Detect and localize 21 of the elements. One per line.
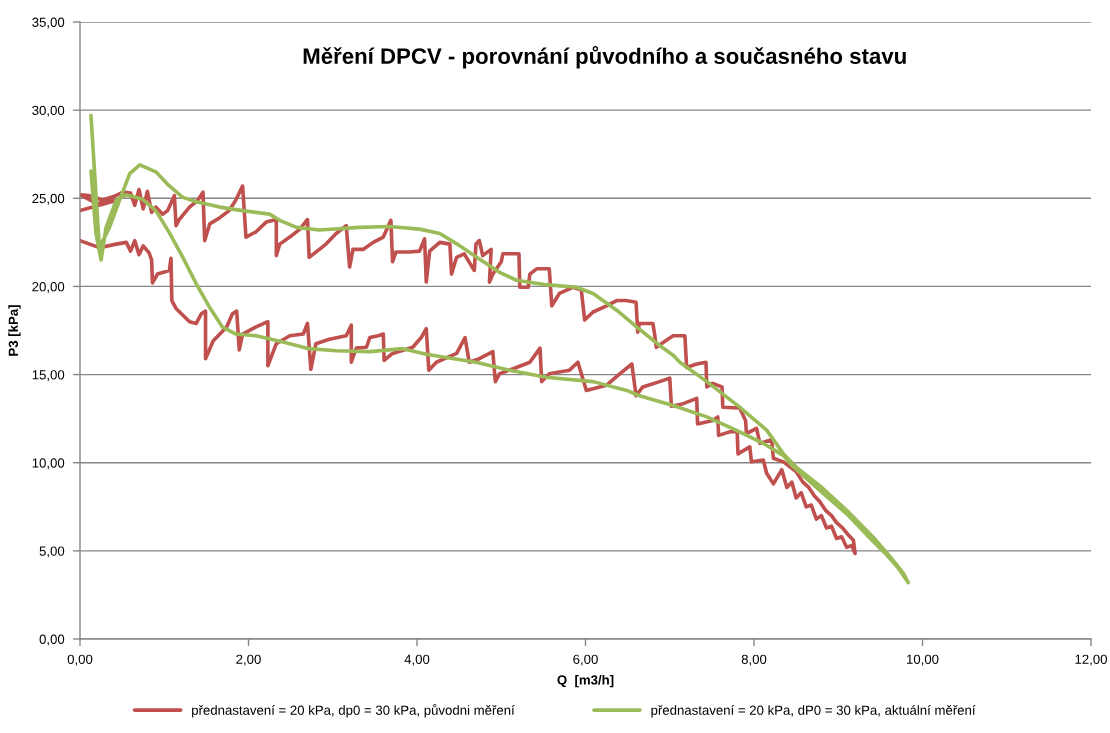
line-series <box>89 113 910 585</box>
x-tick-label: 10,00 <box>907 654 939 666</box>
y-tick-label: 0,00 <box>39 634 65 646</box>
x-axis-title: Q [m3/h] <box>557 674 614 688</box>
y-tick-label: 25,00 <box>32 193 65 205</box>
y-tick-label: 15,00 <box>32 370 65 382</box>
x-tick-label: 2,00 <box>236 654 261 666</box>
text: Měření DPCV - porovnání původního a současného stavu <box>303 45 906 69</box>
x-tick-label: 4,00 <box>404 654 430 666</box>
x-tick-label: 8,00 <box>741 654 767 666</box>
y-axis-title: P3 [kPa] <box>8 305 21 356</box>
x-tick-label: 12,00 <box>1075 654 1107 666</box>
y-tick-label: 35,00 <box>32 17 65 29</box>
legend-label: přednastavení = 20 kPa, dp0 = 30 kPa, původni měření <box>192 704 515 718</box>
y-tick-label: 5,00 <box>39 546 65 558</box>
legend-label: přednastavení = 20 kPa, dP0 = 30 kPa, aktuální měření <box>651 705 976 718</box>
x-tick-label: 0,00 <box>67 654 93 666</box>
x-tick-label: 6,00 <box>573 654 598 666</box>
y-tick-label: 30,00 <box>32 105 65 117</box>
y-tick-label: 10,00 <box>32 458 65 470</box>
y-tick-label: 20,00 <box>32 282 65 293</box>
